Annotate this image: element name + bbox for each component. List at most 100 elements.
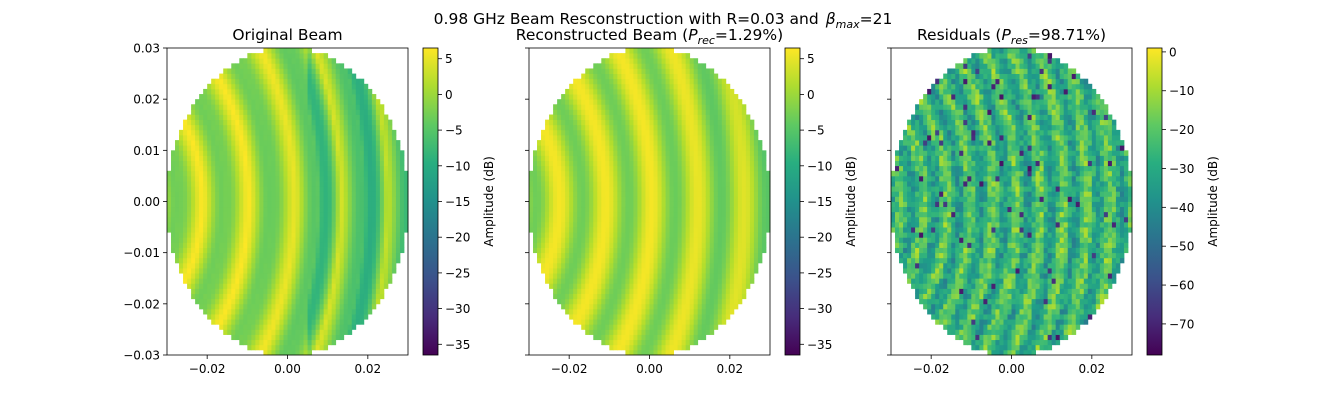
- heatmap-cell: [553, 170, 558, 177]
- heatmap-cell: [279, 145, 284, 151]
- heatmap-cell: [363, 88, 369, 95]
- heatmap-cell: [271, 53, 276, 59]
- heatmap-cell: [665, 181, 670, 187]
- heatmap-cell: [195, 206, 200, 213]
- heatmap-cell: [661, 109, 666, 115]
- heatmap-cell: [199, 155, 204, 161]
- heatmap-cell: [661, 252, 666, 259]
- heatmap-cell: [529, 170, 534, 177]
- heatmap-cell: [625, 48, 630, 54]
- heatmap-cell: [175, 232, 180, 238]
- heatmap-cell: [609, 170, 614, 177]
- heatmap-cell: [235, 155, 240, 161]
- heatmap-cell: [255, 170, 260, 177]
- heatmap-cell: [569, 201, 574, 208]
- heatmap-cell: [657, 119, 662, 126]
- heatmap-cell: [645, 114, 650, 121]
- heatmap-cell: [569, 303, 574, 310]
- heatmap-cell: [533, 211, 538, 218]
- heatmap-cell: [187, 216, 192, 223]
- heatmap-cell: [613, 88, 618, 95]
- heatmap-cell: [339, 201, 345, 208]
- heatmap-cell: [315, 257, 321, 264]
- heatmap-cell: [577, 257, 582, 264]
- heatmap-cell: [371, 247, 377, 254]
- heatmap-cell: [613, 257, 618, 264]
- heatmap-cell: [311, 170, 317, 177]
- heatmap-cell: [211, 175, 216, 182]
- heatmap-cell: [553, 140, 558, 146]
- heatmap-cell: [247, 114, 252, 121]
- heatmap-cell: [585, 104, 590, 110]
- heatmap-cell: [553, 268, 558, 274]
- heatmap-cell: [573, 227, 578, 233]
- heatmap-cell: [649, 293, 654, 300]
- heatmap-cell: [681, 99, 687, 105]
- heatmap-cell: [243, 206, 248, 213]
- heatmap-cell: [299, 273, 304, 279]
- heatmap-cell: [347, 129, 353, 136]
- heatmap-cell: [347, 221, 353, 228]
- heatmap-cell: [689, 165, 695, 172]
- heatmap-cell: [593, 319, 598, 325]
- heatmap-cell: [645, 119, 650, 126]
- heatmap-cell: [637, 104, 642, 110]
- heatmap-cell: [311, 247, 317, 254]
- heatmap-cell: [335, 155, 341, 161]
- heatmap-cell: [255, 216, 260, 223]
- heatmap-cell: [335, 283, 341, 289]
- heatmap-cell: [557, 283, 562, 289]
- heatmap-cell: [279, 252, 284, 259]
- heatmap-cell: [653, 78, 658, 85]
- heatmap-cell: [561, 232, 566, 238]
- heatmap-cell: [283, 191, 288, 197]
- heatmap-cell: [287, 58, 292, 64]
- heatmap-cell: [633, 221, 638, 228]
- heatmap-cell: [243, 165, 248, 172]
- heatmap-cell: [339, 73, 345, 80]
- heatmap-cell: [199, 298, 204, 305]
- heatmap-cell: [565, 124, 570, 131]
- heatmap-cell: [561, 211, 566, 218]
- heatmap-cell: [271, 150, 276, 156]
- heatmap-cell: [625, 165, 630, 172]
- heatmap-cell: [637, 109, 642, 115]
- heatmap-cell: [175, 201, 180, 208]
- heatmap-cell: [219, 314, 224, 320]
- heatmap-cell: [239, 288, 244, 294]
- heatmap-cell: [605, 221, 610, 228]
- heatmap-cell: [303, 339, 308, 346]
- heatmap-cell: [331, 206, 337, 213]
- heatmap-cell: [263, 145, 268, 151]
- heatmap-cell: [537, 181, 542, 187]
- heatmap-cell: [259, 53, 264, 59]
- heatmap-cell: [359, 216, 365, 223]
- heatmap-cell: [239, 293, 244, 300]
- heatmap-cell: [171, 227, 176, 233]
- heatmap-cell: [609, 216, 614, 223]
- heatmap-cell: [251, 58, 256, 64]
- heatmap-cell: [641, 211, 646, 218]
- heatmap-cell: [625, 303, 630, 310]
- heatmap-cell: [199, 293, 204, 300]
- heatmap-cell: [343, 196, 349, 202]
- heatmap-cell: [323, 262, 329, 269]
- heatmap-cell: [677, 308, 683, 315]
- heatmap-cell: [613, 273, 618, 279]
- heatmap-cell: [355, 227, 361, 233]
- heatmap-cell: [633, 349, 638, 356]
- heatmap-cell: [271, 242, 276, 248]
- heatmap-cell: [315, 278, 321, 284]
- heatmap-cell: [207, 201, 212, 208]
- heatmap-cell: [657, 324, 662, 330]
- heatmap-cell: [219, 216, 224, 223]
- heatmap-cell: [593, 73, 598, 80]
- heatmap-cell: [219, 160, 224, 167]
- heatmap-cell: [573, 303, 578, 310]
- heatmap-cell: [657, 201, 662, 208]
- heatmap-cell: [589, 216, 594, 223]
- heatmap-cell: [219, 181, 224, 187]
- heatmap-cell: [183, 160, 188, 167]
- heatmap-cell: [227, 257, 232, 264]
- heatmap-cell: [223, 257, 228, 264]
